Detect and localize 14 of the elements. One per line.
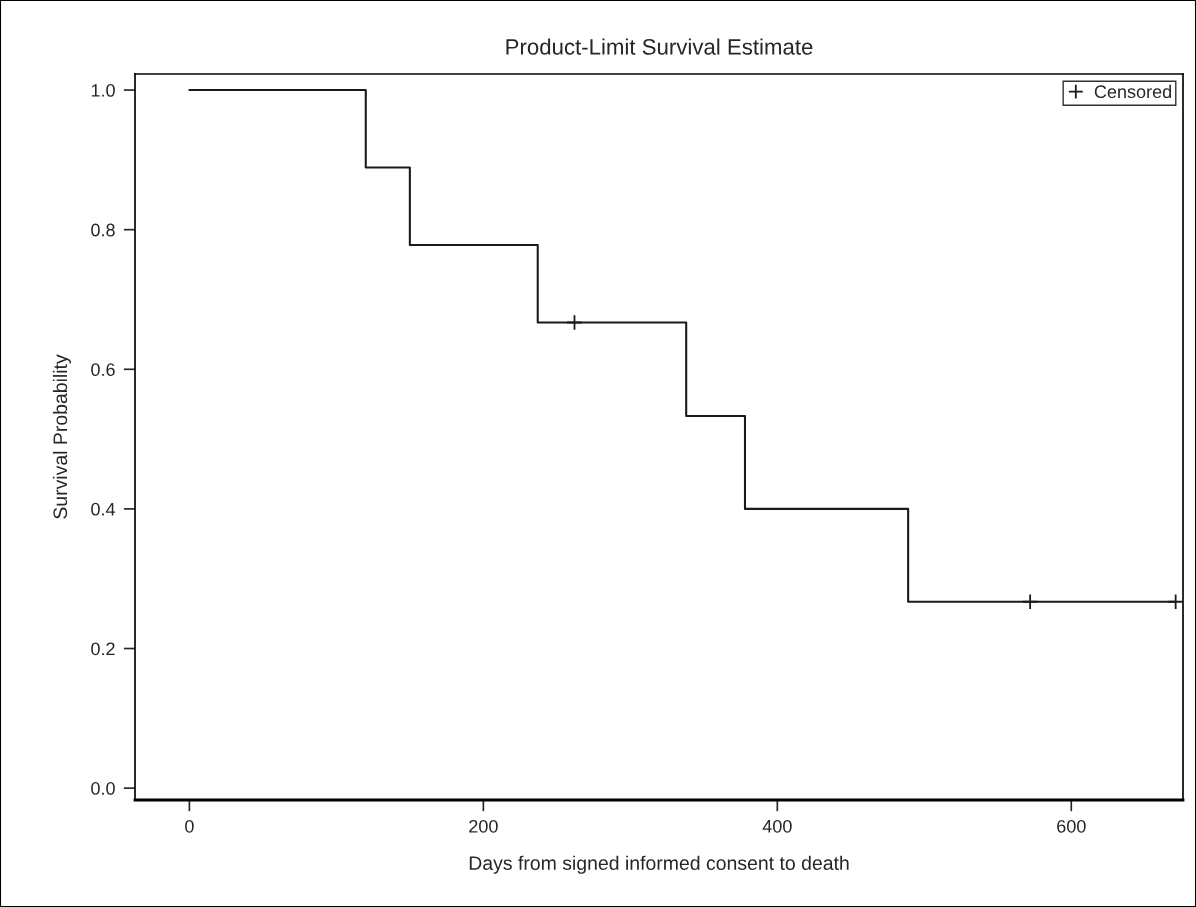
x-tick-label: 0 [185, 819, 194, 833]
y-tick-label: 0.0 [91, 782, 115, 795]
y-tick-label: 0.2 [91, 642, 115, 656]
chart-title: Product-Limit Survival Estimate [506, 38, 813, 55]
y-tick-label: 0.8 [91, 223, 115, 237]
legend-label: Censored [1094, 84, 1172, 99]
x-tick-label: 200 [469, 819, 498, 833]
y-tick-label: 1.0 [91, 83, 115, 97]
x-tick-label: 400 [762, 819, 792, 833]
x-axis-title: Days from signed informed consent to death [469, 855, 849, 874]
y-axis-title: Survival Probability [52, 354, 72, 519]
y-tick-label: 0.4 [91, 502, 116, 516]
x-tick-label: 600 [1057, 819, 1086, 833]
y-tick-label: 0.6 [91, 363, 115, 377]
